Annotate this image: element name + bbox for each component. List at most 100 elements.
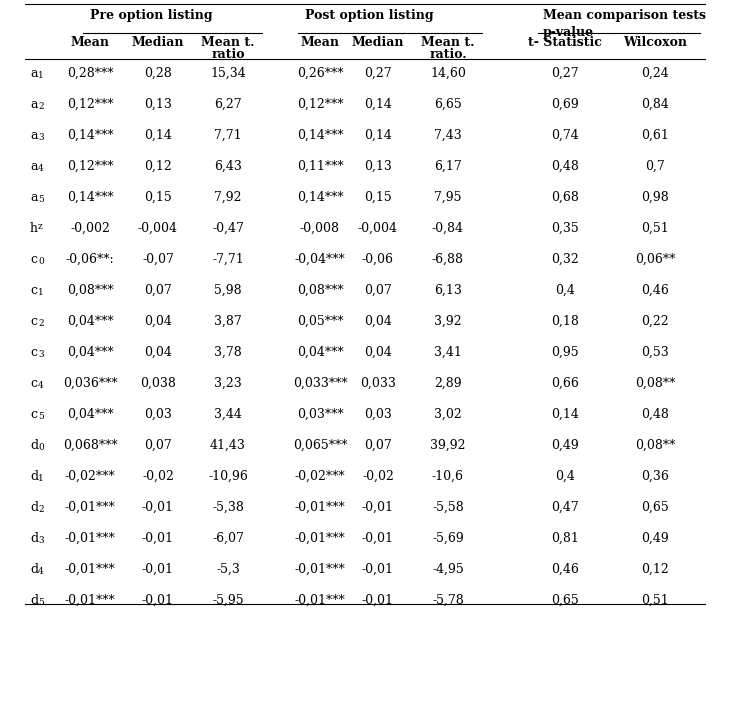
Text: -0,02: -0,02 <box>362 470 394 483</box>
Text: d: d <box>30 439 38 452</box>
Text: -0,01: -0,01 <box>142 563 174 576</box>
Text: 0,53: 0,53 <box>641 346 669 359</box>
Text: 0,15: 0,15 <box>144 191 172 204</box>
Text: 0,48: 0,48 <box>641 408 669 421</box>
Text: 3: 3 <box>38 536 43 545</box>
Text: 0,06**: 0,06** <box>635 253 675 266</box>
Text: t- Statistic: t- Statistic <box>528 36 602 49</box>
Text: -0,01: -0,01 <box>142 501 174 514</box>
Text: 0,49: 0,49 <box>551 439 579 452</box>
Text: 0,66: 0,66 <box>551 377 579 390</box>
Text: 0,065***: 0,065*** <box>292 439 347 452</box>
Text: 0,04: 0,04 <box>144 315 172 328</box>
Text: 5,98: 5,98 <box>214 284 242 297</box>
Text: -10,96: -10,96 <box>208 470 248 483</box>
Text: 0,7: 0,7 <box>645 160 665 173</box>
Text: 0,65: 0,65 <box>551 594 579 607</box>
Text: 0,69: 0,69 <box>551 98 579 111</box>
Text: 0,14***: 0,14*** <box>297 191 343 204</box>
Text: c: c <box>30 377 37 390</box>
Text: -0,47: -0,47 <box>212 222 244 235</box>
Text: 2: 2 <box>38 505 43 514</box>
Text: 5: 5 <box>38 598 44 607</box>
Text: 0,04***: 0,04*** <box>66 408 113 421</box>
Text: 0,13: 0,13 <box>364 160 392 173</box>
Text: 0,03***: 0,03*** <box>297 408 343 421</box>
Text: -0,004: -0,004 <box>138 222 178 235</box>
Text: 3,41: 3,41 <box>434 346 462 359</box>
Text: 0,28: 0,28 <box>144 67 172 80</box>
Text: -0,07: -0,07 <box>142 253 174 266</box>
Text: 0,07: 0,07 <box>144 439 172 452</box>
Text: 3,44: 3,44 <box>214 408 242 421</box>
Text: 0,32: 0,32 <box>551 253 579 266</box>
Text: 0,07: 0,07 <box>364 439 392 452</box>
Text: Mean comparison tests: Mean comparison tests <box>543 9 706 22</box>
Text: -7,71: -7,71 <box>212 253 244 266</box>
Text: 0,22: 0,22 <box>642 315 669 328</box>
Text: 0,14: 0,14 <box>364 129 392 142</box>
Text: 3,78: 3,78 <box>214 346 242 359</box>
Text: 0,28***: 0,28*** <box>66 67 113 80</box>
Text: 0,51: 0,51 <box>641 222 669 235</box>
Text: 0,18: 0,18 <box>551 315 579 328</box>
Text: -0,01***: -0,01*** <box>295 501 345 514</box>
Text: 0,46: 0,46 <box>551 563 579 576</box>
Text: 4: 4 <box>38 164 44 173</box>
Text: 0,81: 0,81 <box>551 532 579 545</box>
Text: 0,12***: 0,12*** <box>297 98 343 111</box>
Text: -0,02: -0,02 <box>142 470 174 483</box>
Text: 0,07: 0,07 <box>364 284 392 297</box>
Text: -0,02***: -0,02*** <box>65 470 116 483</box>
Text: -0,01: -0,01 <box>362 532 394 545</box>
Text: 0,036***: 0,036*** <box>63 377 117 390</box>
Text: 0,11***: 0,11*** <box>297 160 343 173</box>
Text: 0,04: 0,04 <box>364 315 392 328</box>
Text: 0,65: 0,65 <box>641 501 669 514</box>
Text: -0,01: -0,01 <box>362 594 394 607</box>
Text: -0,84: -0,84 <box>432 222 464 235</box>
Text: 7,43: 7,43 <box>434 129 462 142</box>
Text: 2: 2 <box>38 319 43 328</box>
Text: 0,61: 0,61 <box>641 129 669 142</box>
Text: 0,03: 0,03 <box>364 408 392 421</box>
Text: 0,74: 0,74 <box>551 129 579 142</box>
Text: -0,02***: -0,02*** <box>295 470 345 483</box>
Text: -0,01***: -0,01*** <box>295 532 345 545</box>
Text: 0,14***: 0,14*** <box>297 129 343 142</box>
Text: 0,51: 0,51 <box>641 594 669 607</box>
Text: 0,04***: 0,04*** <box>66 315 113 328</box>
Text: 0,05***: 0,05*** <box>297 315 343 328</box>
Text: 3,02: 3,02 <box>434 408 462 421</box>
Text: 0,04***: 0,04*** <box>66 346 113 359</box>
Text: Mean: Mean <box>71 36 110 49</box>
Text: 0,04: 0,04 <box>144 346 172 359</box>
Text: 0,033***: 0,033*** <box>292 377 348 390</box>
Text: p-value: p-value <box>543 26 594 39</box>
Text: h: h <box>30 222 38 235</box>
Text: 3,92: 3,92 <box>434 315 462 328</box>
Text: 0,04: 0,04 <box>364 346 392 359</box>
Text: a: a <box>30 191 37 204</box>
Text: 7,92: 7,92 <box>214 191 242 204</box>
Text: -6,88: -6,88 <box>432 253 464 266</box>
Text: -5,69: -5,69 <box>432 532 464 545</box>
Text: c: c <box>30 315 37 328</box>
Text: -5,58: -5,58 <box>432 501 464 514</box>
Text: Pre option listing: Pre option listing <box>90 9 213 22</box>
Text: 4: 4 <box>38 381 44 390</box>
Text: 14,60: 14,60 <box>430 67 466 80</box>
Text: 1: 1 <box>38 71 44 80</box>
Text: -0,002: -0,002 <box>70 222 110 235</box>
Text: Mean: Mean <box>301 36 339 49</box>
Text: c: c <box>30 253 37 266</box>
Text: 0,95: 0,95 <box>551 346 579 359</box>
Text: 0,14***: 0,14*** <box>66 129 113 142</box>
Text: 0,13: 0,13 <box>144 98 172 111</box>
Text: c: c <box>30 284 37 297</box>
Text: 0: 0 <box>38 443 44 452</box>
Text: Median: Median <box>132 36 184 49</box>
Text: 0,14: 0,14 <box>551 408 579 421</box>
Text: 15,34: 15,34 <box>210 67 246 80</box>
Text: a: a <box>30 129 37 142</box>
